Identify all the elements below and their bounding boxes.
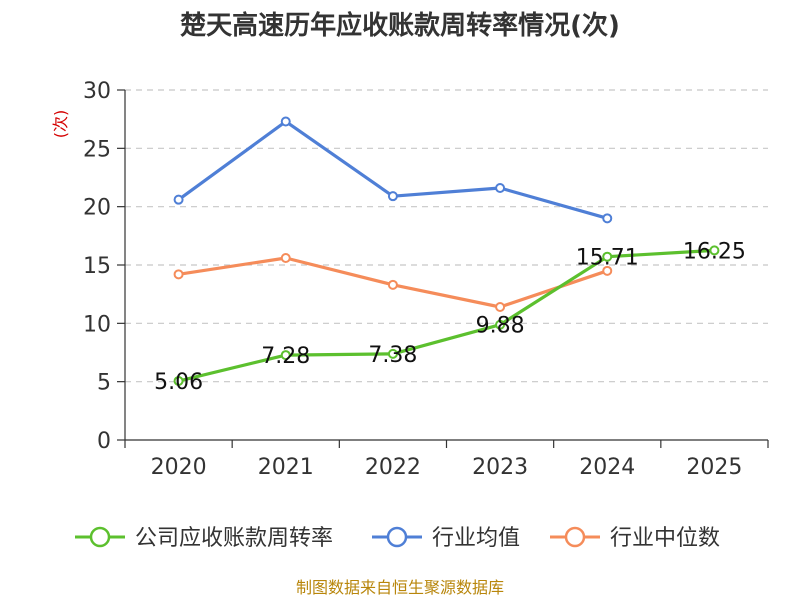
legend-item-0[interactable]: 公司应收账款周转率 [75,526,333,551]
data-point [173,375,184,386]
data-point [280,116,291,127]
series-2 [173,253,613,312]
legend-label: 公司应收账款周转率 [135,526,333,551]
data-labels: 5.06 7.28 7.38 9.88 15.71 16.25 [154,239,746,395]
y-tick-label: 10 [83,312,111,337]
legend-label: 行业均值 [432,526,520,551]
data-point [387,279,398,290]
x-tick-label: 2020 [151,455,207,480]
data-point [709,245,720,256]
data-point [280,253,291,263]
data-label: 16.25 [683,239,746,264]
data-point [387,191,398,202]
data-label: 9.88 [476,314,525,339]
data-point [602,213,613,224]
data-label: 7.28 [261,344,310,369]
data-point [173,269,184,280]
series-1 [173,116,613,224]
chart-title: 楚天高速历年应收账款周转率情况(次) [180,10,620,41]
data-label: 5.06 [154,370,203,395]
data-point [280,350,291,361]
x-tick-label: 2023 [472,455,528,480]
legend-marker [386,526,408,548]
y-tick-label: 5 [97,371,111,396]
source-note: 制图数据来自恒生聚源数据库 [296,578,504,597]
data-point [495,302,506,312]
data-point [602,251,613,262]
y-tick-label: 0 [97,429,111,454]
x-tick-label: 2022 [365,455,421,480]
x-tick-label: 2024 [579,455,635,480]
series-line [177,119,608,220]
data-point [495,183,506,193]
x-tick-labels: 2020 2021 2022 2023 2024 2025 [151,455,743,480]
series-line [178,248,715,383]
axes [117,89,769,448]
legend-label: 行业中位数 [610,526,720,551]
data-point [173,194,184,205]
x-tick-label: 2021 [258,455,314,480]
data-point [602,265,613,276]
grid-lines [125,89,768,383]
y-tick-label: 15 [83,254,111,279]
data-point [495,319,506,330]
y-tick-label: 20 [83,196,111,221]
legend-marker [564,526,586,548]
legend-item-2[interactable]: 行业中位数 [550,526,720,551]
y-tick-label: 25 [83,137,111,162]
series-layer [173,116,720,386]
y-tick-labels: 0 5 10 15 20 25 30 [83,79,111,454]
y-tick-label: 30 [83,79,111,104]
legend-marker [89,526,111,548]
legend[interactable]: 公司应收账款周转率 行业均值 行业中位数 [75,526,720,551]
y-axis-unit: (次) [51,110,70,139]
legend-item-1[interactable]: 行业均值 [372,526,520,551]
data-label: 15.71 [576,246,639,271]
x-tick-label: 2025 [686,455,742,480]
data-point [387,348,398,359]
series-0 [173,245,720,386]
data-label: 7.38 [368,343,417,368]
